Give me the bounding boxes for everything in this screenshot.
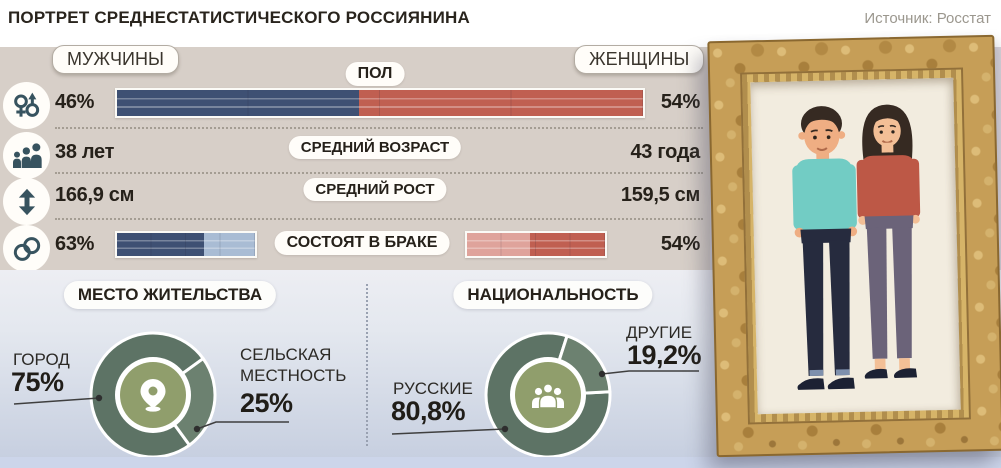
donut-slice xyxy=(557,334,612,395)
marriage-bar-men xyxy=(115,231,257,258)
family-icon xyxy=(3,132,50,179)
rings-icon xyxy=(3,225,50,272)
row-label-age: СРЕДНИЙ ВОЗРАСТ xyxy=(288,136,462,159)
nationality-title: НАЦИОНАЛЬНОСТЬ xyxy=(453,281,653,309)
women-height-value: 159,5 см xyxy=(620,184,700,206)
rural-percent: 25% xyxy=(240,388,293,418)
marriage-bar-men-fill xyxy=(117,233,204,256)
others-percent: 19,2% xyxy=(627,340,702,370)
women-gender-value: 54% xyxy=(660,91,700,113)
row-label-marriage: СОСТОЯТ В БРАКЕ xyxy=(274,231,450,255)
row-label-height: СРЕДНИЙ РОСТ xyxy=(303,178,447,201)
gender-bar-men-fill xyxy=(117,90,359,116)
women-marriage-value: 54% xyxy=(660,233,700,255)
men-marriage-value: 63% xyxy=(55,233,95,255)
row-divider xyxy=(55,172,703,174)
rural-label: СЕЛЬСКАЯ МЕСТНОСТЬ xyxy=(240,345,347,385)
row-label-gender: ПОЛ xyxy=(345,62,405,86)
russians-percent: 80,8% xyxy=(391,396,466,426)
gender-icon xyxy=(3,82,50,129)
picture-frame xyxy=(707,34,1001,458)
marriage-bar-women xyxy=(465,231,607,258)
women-badge: ЖЕНЩИНЫ xyxy=(574,45,705,74)
people-group-icon xyxy=(515,362,581,428)
row-divider xyxy=(55,218,703,220)
donut-slice xyxy=(484,331,612,459)
city-percent: 75% xyxy=(11,367,64,397)
men-badge: МУЖЧИНЫ xyxy=(52,45,179,74)
gender-bar xyxy=(115,88,645,118)
others-label: ДРУГИЕ xyxy=(626,323,693,342)
marriage-bar-women-fill xyxy=(530,233,605,256)
men-height-value: 166,9 см xyxy=(55,184,135,206)
russians-label: РУССКИЕ xyxy=(393,379,473,398)
bottom-band xyxy=(0,457,1001,468)
source-credit: Источник: Росстат xyxy=(864,10,991,27)
row-divider xyxy=(55,127,703,129)
height-icon xyxy=(3,178,50,225)
women-age-value: 43 года xyxy=(630,141,700,163)
page-title: ПОРТРЕТ СРЕДНЕСТАТИСТИЧЕСКОГО РОССИЯНИНА xyxy=(8,8,470,27)
men-gender-value: 46% xyxy=(55,91,95,113)
location-pin-icon xyxy=(120,362,186,428)
nationality-donut-chart xyxy=(484,331,612,459)
couple-illustration xyxy=(750,77,961,415)
men-age-value: 38 лет xyxy=(55,141,115,163)
residence-title: МЕСТО ЖИТЕЛЬСТВА xyxy=(63,281,277,309)
city-label: ГОРОД xyxy=(13,350,70,369)
section-divider xyxy=(366,284,368,446)
stats-panel: МУЖЧИНЫ ЖЕНЩИНЫ ПОЛ СРЕДНИЙ ВОЗРАСТ СРЕД… xyxy=(0,45,710,272)
